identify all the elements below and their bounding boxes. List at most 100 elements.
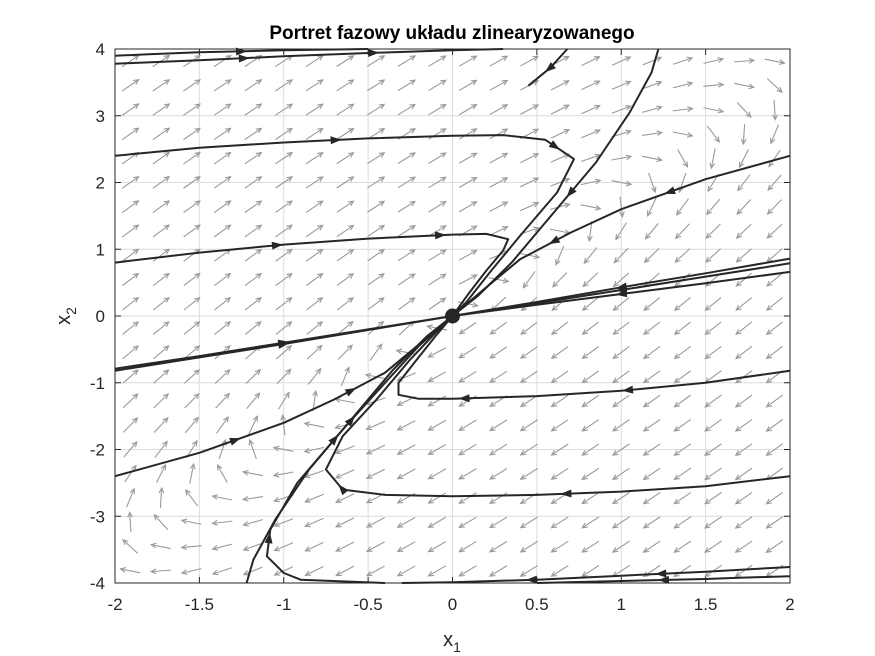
vector-arrow (704, 516, 722, 529)
vector-arrow (735, 564, 753, 577)
vector-arrow-head (132, 345, 139, 352)
vector-arrow (248, 415, 258, 435)
vector-arrow (153, 417, 169, 433)
vector-arrow (152, 321, 170, 335)
vector-arrow-head (163, 127, 171, 134)
vector-arrow-head (519, 571, 527, 577)
vector-arrow-head (642, 474, 650, 481)
vector-arrow-head (673, 522, 680, 529)
vector-arrow-head (427, 571, 435, 577)
vector-arrow (766, 78, 783, 93)
vector-arrow-head (440, 79, 447, 86)
vector-arrow (152, 127, 170, 141)
vector-arrow (305, 176, 324, 189)
vector-arrow-head (225, 79, 232, 85)
vector-arrow (152, 79, 170, 92)
vector-arrow-head (734, 401, 742, 408)
vector-arrow-head (163, 103, 171, 110)
vector-arrow-head (765, 450, 773, 457)
vector-arrow (121, 176, 139, 189)
vector-arrow-head (581, 450, 588, 456)
vector-arrow (367, 225, 385, 238)
vector-arrow (643, 491, 661, 505)
vector-arrow-head (550, 571, 558, 577)
vector-arrow-head (737, 184, 744, 192)
vector-arrow-head (132, 200, 140, 207)
vector-arrow-head (717, 57, 725, 63)
vector-arrow-head (365, 424, 373, 430)
vector-arrow (551, 540, 569, 553)
vector-arrow-head (225, 176, 232, 182)
vector-arrow (704, 370, 722, 384)
trajectory-arrow (615, 289, 628, 298)
vector-arrow (153, 393, 169, 409)
vector-arrow-head (285, 344, 293, 352)
vector-arrow (122, 297, 139, 311)
vector-arrow (555, 245, 565, 265)
vector-arrow-head (581, 547, 588, 553)
vector-arrow (520, 540, 538, 553)
vector-arrow-head (550, 546, 558, 553)
vector-arrow (738, 149, 750, 168)
vector-arrow-head (766, 232, 773, 239)
vector-arrow (428, 201, 446, 213)
vector-arrow (122, 539, 139, 554)
vector-arrow-head (409, 273, 416, 280)
vector-arrow-head (519, 353, 527, 359)
vector-arrow-head (334, 423, 342, 430)
vector-arrow (428, 176, 446, 189)
vector-arrow (611, 56, 631, 66)
vector-arrow (519, 202, 539, 212)
vector-arrow-head (768, 160, 775, 168)
vector-arrow-head (194, 54, 202, 61)
vector-arrow (552, 272, 568, 288)
vector-arrow (613, 272, 630, 287)
vector-arrow (677, 149, 688, 168)
vector-arrow-head (581, 329, 589, 335)
vector-arrow-head (131, 440, 138, 448)
trajectories (114, 47, 791, 584)
vector-arrow (520, 467, 538, 480)
vector-arrow-head (193, 392, 200, 400)
vector-arrow (428, 273, 446, 286)
vector-arrow-head (409, 200, 416, 207)
vector-arrow (183, 273, 201, 287)
vector-arrow (153, 514, 169, 531)
vector-arrow (305, 55, 324, 68)
vector-arrow-head (132, 296, 140, 303)
trajectory-arrow (277, 339, 290, 348)
vector-arrow-head (161, 440, 168, 448)
vector-arrow-head (748, 83, 756, 90)
vector-arrow (705, 321, 722, 335)
vector-arrow-head (347, 103, 355, 110)
vector-arrow (458, 249, 477, 261)
vector-arrow-head (193, 369, 201, 376)
vector-arrow-head (255, 200, 263, 207)
vector-arrow-head (642, 498, 650, 505)
vector-arrow (181, 519, 202, 525)
vector-arrow-head (655, 56, 663, 62)
vector-arrow-head (703, 571, 711, 578)
vector-arrow-head (193, 345, 201, 352)
vector-arrow-head (286, 200, 294, 207)
vector-arrow-head (286, 151, 294, 158)
vector-arrow (674, 443, 692, 456)
vector-arrow-head (704, 329, 711, 336)
vector-arrow-head (224, 345, 231, 352)
trajectory-line (114, 48, 504, 65)
vector-arrow-head (563, 104, 570, 110)
vector-arrow-head (194, 200, 201, 207)
vector-arrow (641, 131, 662, 136)
vector-arrow (489, 346, 508, 359)
vector-arrow (580, 204, 601, 210)
vector-arrow-head (365, 473, 373, 479)
vector-arrow (122, 321, 139, 335)
vector-arrow-head (612, 304, 620, 311)
vector-arrow-head (642, 450, 650, 456)
vector-arrow-head (647, 210, 653, 217)
vector-arrow (306, 273, 323, 286)
vector-arrow-head (594, 178, 602, 185)
vector-arrow-head (643, 256, 651, 264)
vector-arrow (183, 152, 201, 165)
vector-arrow-head (706, 208, 713, 216)
